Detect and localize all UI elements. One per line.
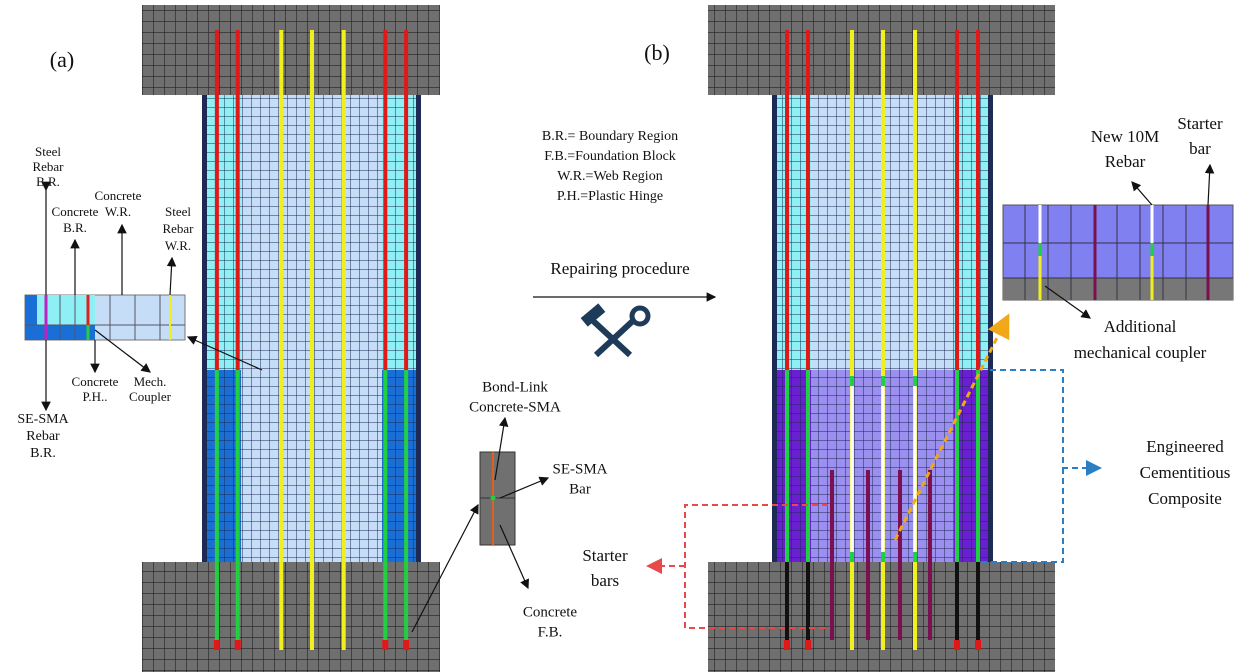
rebar-tip — [403, 640, 409, 650]
panel-label: (b) — [644, 40, 670, 65]
annotation: Composite — [1148, 489, 1222, 508]
annotation: Concrete — [52, 204, 99, 219]
foundation-block — [142, 562, 440, 672]
annotation: Bond-Link — [482, 379, 548, 395]
annotation: Concrete — [523, 604, 577, 620]
inset-b — [1003, 205, 1233, 300]
annotation: W.R. — [105, 204, 131, 219]
annotation: mechanical coupler — [1074, 343, 1207, 362]
annotation: Engineered — [1146, 437, 1224, 456]
annotation: bar — [1189, 139, 1211, 158]
annotation: F.B. — [538, 624, 563, 640]
annotation: Starter — [582, 546, 628, 565]
annotation: Rebar — [26, 429, 60, 444]
annotation: Mech. — [134, 374, 167, 389]
wall-edge — [416, 95, 421, 562]
rebar-tip — [235, 640, 241, 650]
figure: (a) (b) Repairing procedure B.R.= Bounda… — [0, 0, 1245, 672]
annotation: SE-SMA — [17, 412, 69, 427]
inset-a — [25, 295, 185, 340]
annotation: New 10M — [1091, 127, 1159, 146]
rebar-tip — [975, 640, 981, 650]
wall-edge — [772, 95, 777, 562]
annotation: B.R. — [30, 446, 56, 461]
wall-edge — [988, 95, 993, 562]
annotation: Steel — [165, 204, 191, 219]
panel-label: (a) — [50, 47, 74, 72]
annotation: Bar — [569, 481, 591, 497]
annotation: Starter — [1177, 114, 1223, 133]
annotation: SE-SMA — [552, 461, 607, 477]
annotation: Concrete-SMA — [469, 399, 561, 415]
rebar-tip — [805, 640, 811, 650]
annotation: Rebar — [1105, 152, 1146, 171]
legend-item: B.R.= Boundary Region — [542, 129, 678, 144]
top-block — [142, 5, 440, 95]
wall-edge — [202, 95, 207, 562]
annotation: Steel — [35, 144, 61, 159]
legend: B.R.= Boundary Region F.B.=Foundation Blo… — [542, 129, 678, 204]
annotation: Additional — [1104, 317, 1177, 336]
arrow-label: Repairing procedure — [550, 259, 689, 278]
legend-item: P.H.=Plastic Hinge — [557, 189, 663, 204]
annotation: Concrete — [72, 374, 119, 389]
annotation: Cementitious — [1140, 463, 1231, 482]
legend-item: W.R.=Web Region — [557, 169, 662, 184]
annotation: W.R. — [165, 238, 191, 253]
annotation: bars — [591, 571, 619, 590]
annotation: Concrete — [95, 188, 142, 203]
legend-item: F.B.=Foundation Block — [544, 149, 676, 164]
annotation: Coupler — [129, 389, 172, 404]
rebar-tip — [954, 640, 960, 650]
annotation: B.R. — [63, 220, 87, 235]
annotation: B.R. — [36, 174, 60, 189]
rebar-tip — [382, 640, 388, 650]
annotation: Rebar — [32, 159, 64, 174]
annotation: Rebar — [162, 221, 194, 236]
annotation: P.H.. — [83, 389, 108, 404]
tools-icon — [581, 304, 648, 355]
rebar-tip — [784, 640, 790, 650]
rebar-tip — [214, 640, 220, 650]
